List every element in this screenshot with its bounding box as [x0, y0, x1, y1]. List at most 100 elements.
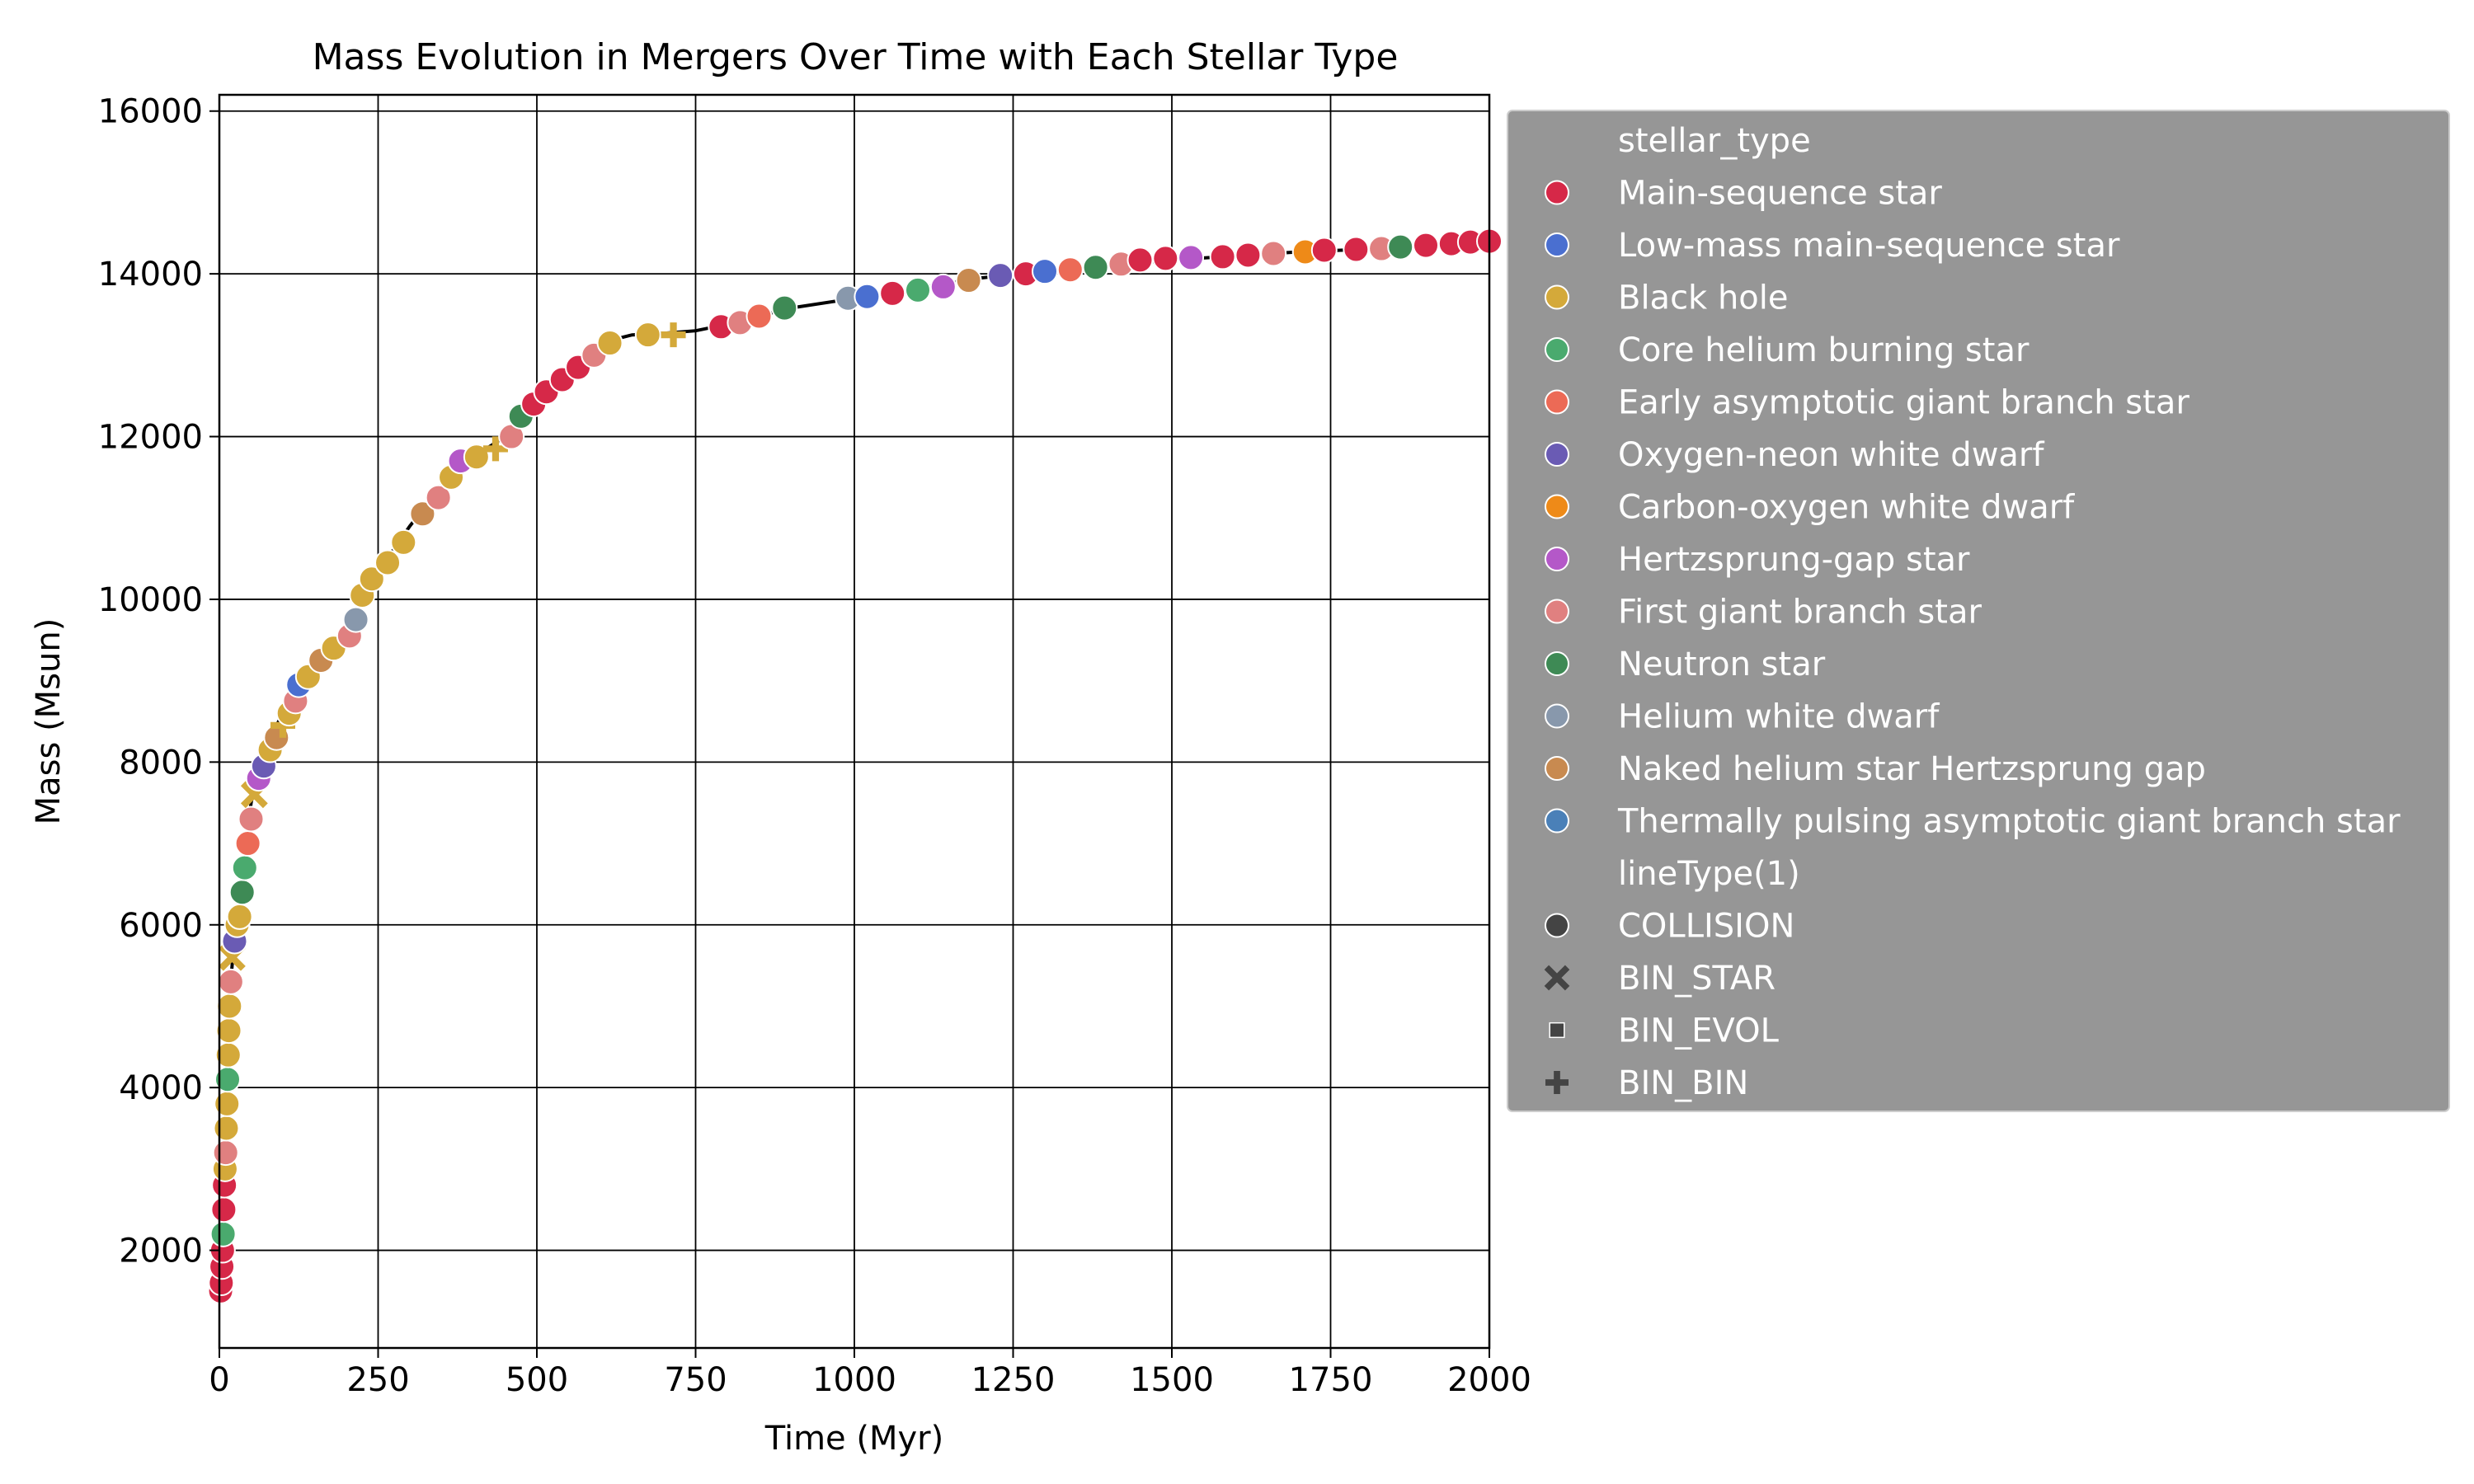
legend-label: Helium white dwarf — [1618, 698, 1940, 736]
data-point — [238, 805, 265, 833]
data-point — [771, 294, 798, 322]
data-point — [463, 444, 490, 471]
legend-marker — [1545, 1071, 1569, 1094]
data-point — [217, 968, 244, 995]
data-point — [409, 500, 436, 528]
data-point — [955, 267, 982, 294]
data-point — [216, 993, 243, 1020]
y-axis-label: Mass (Msun) — [30, 618, 68, 825]
y-tick-label: 12000 — [98, 419, 203, 457]
x-tick-label: 500 — [506, 1361, 568, 1399]
legend-marker — [1549, 1021, 1565, 1039]
data-point — [634, 322, 661, 349]
y-tick-label: 14000 — [98, 256, 203, 294]
legend-swatch — [1545, 494, 1569, 519]
data-point — [1387, 233, 1414, 261]
data-point — [1152, 245, 1179, 272]
data-point — [1235, 242, 1262, 269]
data-point — [213, 1115, 240, 1142]
data-point — [1343, 236, 1370, 263]
legend-swatch — [1545, 599, 1569, 624]
legend-swatch — [1545, 284, 1569, 310]
legend-swatch — [1545, 703, 1569, 729]
x-tick-label: 250 — [346, 1361, 409, 1399]
data-points — [207, 228, 1503, 1304]
legend-swatch — [1545, 442, 1569, 467]
y-tick-label: 8000 — [119, 744, 203, 782]
data-point — [1260, 240, 1287, 267]
data-point — [228, 879, 256, 906]
x-tick-label: 1000 — [812, 1361, 896, 1399]
data-point — [879, 279, 906, 307]
legend-swatch — [1545, 808, 1569, 834]
legend-label: Main-sequence star — [1618, 175, 1942, 213]
legend-label: lineType(1) — [1618, 855, 1800, 893]
legend-marker — [1544, 965, 1570, 991]
x-tick-label: 2000 — [1447, 1361, 1531, 1399]
data-point — [210, 1196, 238, 1223]
legend-label: stellar_type — [1618, 122, 1811, 160]
y-tick-label: 16000 — [98, 93, 203, 131]
y-axis-ticks: 2000 4000 6000 8000 10000 12000 14000 16000 — [98, 93, 219, 1270]
y-tick-label: 2000 — [119, 1233, 203, 1270]
legend-box — [1507, 110, 2450, 1112]
x-axis-label: Time (Myr) — [764, 1420, 943, 1458]
legend-swatch — [1545, 756, 1569, 781]
x-axis-ticks: 0 250 500 750 1000 1250 1500 1750 2000 — [209, 1348, 1531, 1399]
legend: stellar_type Main-sequence star Low-mass m… — [1507, 110, 2450, 1112]
legend-label: Hertzsprung-gap star — [1618, 541, 1970, 579]
data-point — [482, 436, 508, 462]
legend-label: Early asymptotic giant branch star — [1618, 384, 2189, 422]
data-point — [1056, 256, 1084, 284]
legend-label: Black hole — [1618, 279, 1788, 317]
legend-label: Carbon-oxygen white dwarf — [1618, 489, 2075, 527]
data-point — [1178, 244, 1205, 271]
chart-title: Mass Evolution in Mergers Over Time with… — [313, 36, 1399, 78]
x-tick-label: 750 — [664, 1361, 727, 1399]
data-point — [226, 903, 253, 930]
x-tick-label: 1500 — [1130, 1361, 1214, 1399]
data-point — [212, 1139, 239, 1167]
data-point — [374, 549, 402, 576]
x-tick-label: 1250 — [971, 1361, 1056, 1399]
legend-label: Low-mass main-sequence star — [1618, 227, 2120, 265]
legend-label: COLLISION — [1618, 908, 1794, 946]
legend-swatch — [1545, 389, 1569, 415]
data-point — [1032, 258, 1058, 285]
legend-label: Core helium burning star — [1618, 331, 2030, 369]
legend-swatch — [1545, 651, 1569, 676]
legend-label: BIN_STAR — [1618, 960, 1776, 998]
legend-label: Oxygen-neon white dwarf — [1618, 436, 2044, 474]
data-point — [1126, 247, 1154, 274]
legend-swatch — [1545, 547, 1569, 571]
data-point — [209, 1220, 237, 1247]
data-point — [214, 1090, 241, 1117]
data-point — [1082, 254, 1109, 281]
legend-swatch — [1545, 337, 1569, 362]
data-point — [661, 322, 686, 348]
y-tick-label: 4000 — [119, 1069, 203, 1107]
data-point — [234, 830, 261, 857]
y-tick-label: 6000 — [119, 907, 203, 945]
data-point — [596, 330, 623, 357]
data-point — [905, 276, 931, 303]
data-point — [745, 303, 773, 330]
data-point — [854, 283, 881, 310]
data-point — [231, 854, 258, 881]
legend-swatch — [1545, 180, 1569, 205]
legend-label: Thermally pulsing asymptotic giant branc… — [1617, 803, 2401, 841]
y-tick-label: 10000 — [98, 581, 203, 619]
data-point — [390, 528, 417, 556]
data-point — [342, 606, 369, 633]
x-tick-label: 0 — [209, 1361, 229, 1399]
data-point — [425, 484, 452, 511]
legend-label: BIN_BIN — [1618, 1064, 1748, 1102]
data-point — [987, 262, 1014, 289]
legend-label: BIN_EVOL — [1618, 1012, 1780, 1050]
data-point — [1413, 232, 1439, 259]
legend-label: First giant branch star — [1618, 594, 1982, 632]
data-point — [1310, 237, 1338, 264]
data-point — [929, 273, 957, 300]
legend-swatch — [1545, 232, 1569, 257]
